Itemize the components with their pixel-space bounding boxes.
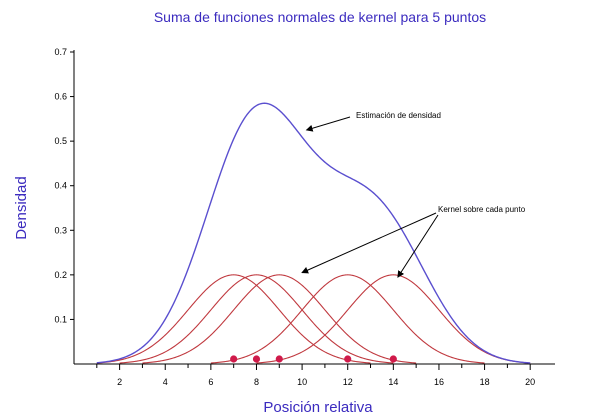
data-point-0: [230, 355, 238, 363]
y-axis-label: Densidad: [13, 176, 30, 239]
data-point-3: [344, 355, 352, 363]
y-tick-label: 0.5: [54, 136, 67, 146]
density-curve: [96, 102, 531, 364]
x-tick-label: 10: [297, 377, 307, 387]
annotation-kernel-arrow: [397, 214, 439, 278]
data-point-2: [275, 355, 283, 363]
y-tick-label: 0.2: [54, 270, 67, 280]
kernel-curve-0: [96, 274, 371, 364]
data-point-4: [389, 355, 397, 363]
data-point-1: [252, 355, 261, 363]
y-tick-label: 0.4: [54, 181, 67, 191]
annotation-kernel-label: Kernel sobre cada punto: [438, 205, 526, 214]
y-tick-label: 0.3: [54, 225, 67, 235]
x-tick-label: 8: [254, 377, 259, 387]
annotation-kernel-arrow: [301, 212, 437, 274]
kernel-curve-1: [119, 274, 394, 364]
x-tick-label: 14: [388, 377, 398, 387]
x-axis-label: Posición relativa: [263, 399, 373, 416]
kernel-curves: [96, 274, 531, 364]
x-tick-label: 18: [480, 377, 490, 387]
annotation-density-arrow: [305, 116, 351, 132]
x-tick-label: 2: [117, 377, 122, 387]
annotations: Estimación de densidad Kernel sobre cada…: [301, 111, 526, 278]
annotation-density-label: Estimación de densidad: [356, 111, 441, 120]
data-points: [230, 355, 397, 363]
y-tick-label: 0.7: [54, 47, 67, 57]
x-tick-label: 16: [434, 377, 444, 387]
x-tick-label: 12: [343, 377, 353, 387]
x-tick-label: 6: [208, 377, 213, 387]
y-tick-label: 0.1: [54, 314, 67, 324]
x-tick-label: 4: [163, 377, 168, 387]
kernel-curve-2: [142, 274, 417, 364]
y-tick-label: 0.6: [54, 92, 67, 102]
y-axis-ticks: 0.1 0.2 0.3 0.4 0.5 0.6 0.7: [54, 47, 74, 324]
kernel-curve-3: [210, 274, 485, 364]
kernel-curve-4: [256, 274, 531, 364]
x-axis-ticks: 2 4 6 8 10 12 14 16 18 20: [96, 364, 535, 387]
chart-title: Suma de funciones normales de kernel par…: [154, 9, 486, 25]
x-tick-label: 20: [525, 377, 535, 387]
